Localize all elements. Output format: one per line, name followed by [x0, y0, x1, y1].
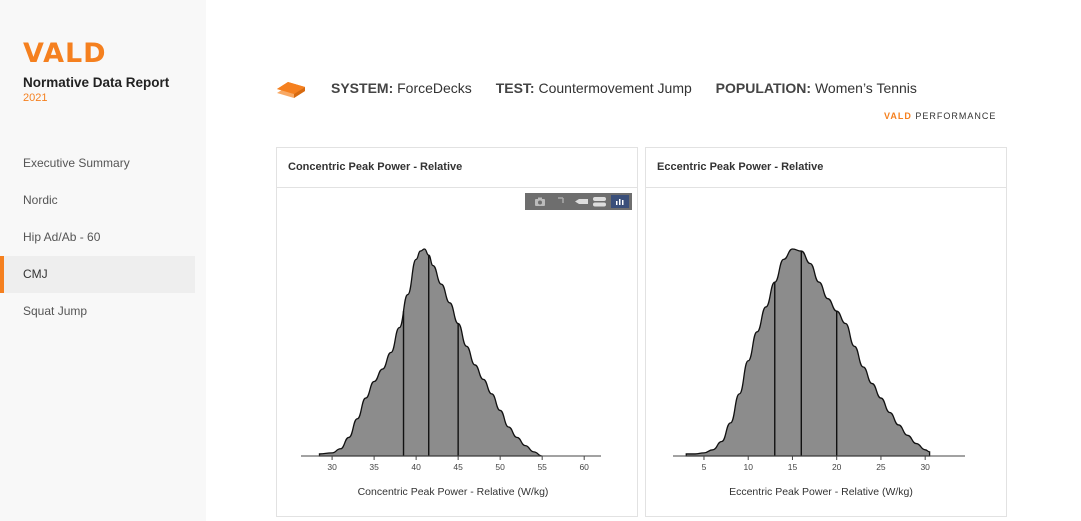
x-tick-label: 5 — [702, 462, 707, 472]
sidebar: VALD Normative Data Report 2021 Executiv… — [0, 0, 206, 521]
concentric-chart-card: Concentric Peak Power - Relative 30 35 40 4… — [276, 147, 638, 517]
sidebar-item-cmj[interactable]: CMJ — [0, 256, 195, 293]
plotly-logo-icon[interactable] — [611, 195, 629, 208]
hover-closest-icon[interactable] — [573, 195, 591, 208]
forcedecks-icon — [277, 82, 305, 98]
x-tick-label: 25 — [876, 462, 886, 472]
x-tick-label: 45 — [453, 462, 463, 472]
x-tick-label: 55 — [537, 462, 547, 472]
x-axis-title: Eccentric Peak Power - Relative (W/kg) — [729, 486, 913, 498]
test-field: TEST: Countermovement Jump — [495, 80, 692, 96]
report-header: SYSTEM: ForceDecks TEST: Countermovement… — [331, 80, 917, 96]
chart-modebar — [525, 193, 632, 210]
eccentric-chart-card: Eccentric Peak Power - Relative 5 10 15 20 2… — [645, 147, 1007, 517]
x-tick-label: 10 — [743, 462, 753, 472]
chart-title: Concentric Peak Power - Relative — [277, 148, 637, 188]
population-field: POPULATION: Women’s Tennis — [715, 80, 917, 96]
camera-icon[interactable] — [531, 195, 549, 208]
x-tick-label: 50 — [495, 462, 505, 472]
x-tick-label: 20 — [832, 462, 842, 472]
sidebar-item-executive-summary[interactable]: Executive Summary — [23, 156, 130, 170]
sidebar-nav: Executive Summary Nordic Hip Ad/Ab - 60 … — [0, 145, 195, 330]
concentric-chart[interactable]: 30 35 40 45 50 55 60 Concentric Peak Power - Re… — [277, 148, 639, 518]
x-tick-label: 30 — [920, 462, 930, 472]
report-title: Normative Data Report — [23, 75, 170, 90]
x-tick-label: 35 — [369, 462, 379, 472]
zoom-icon[interactable] — [553, 195, 571, 208]
density-area — [318, 248, 543, 457]
vald-logo: VALD — [23, 38, 107, 69]
x-axis-title: Concentric Peak Power - Relative (W/kg) — [358, 486, 549, 498]
vald-performance-brand: VALD PERFORMANCE — [884, 111, 997, 121]
x-tick-label: 40 — [411, 462, 421, 472]
density-area — [685, 248, 931, 457]
report-year: 2021 — [23, 92, 48, 104]
sidebar-item-nordic[interactable]: Nordic — [23, 193, 58, 207]
eccentric-chart[interactable]: 5 10 15 20 25 30 Eccentric Peak Power - Relati… — [646, 148, 1008, 518]
x-tick-label: 15 — [788, 462, 798, 472]
chart-title: Eccentric Peak Power - Relative — [646, 148, 1006, 188]
x-tick-label: 30 — [327, 462, 337, 472]
sidebar-item-squat-jump[interactable]: Squat Jump — [23, 304, 88, 318]
system-field: SYSTEM: ForceDecks — [331, 80, 472, 96]
sidebar-item-hip-ad-ab[interactable]: Hip Ad/Ab - 60 — [23, 230, 101, 244]
hover-compare-icon[interactable] — [591, 195, 609, 208]
x-tick-label: 60 — [579, 462, 589, 472]
